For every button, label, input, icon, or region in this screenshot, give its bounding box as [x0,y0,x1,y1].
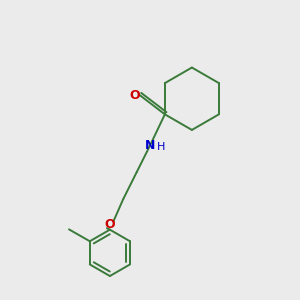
Text: O: O [105,218,115,231]
Text: O: O [130,88,140,101]
Text: H: H [157,142,166,152]
Text: N: N [145,139,155,152]
